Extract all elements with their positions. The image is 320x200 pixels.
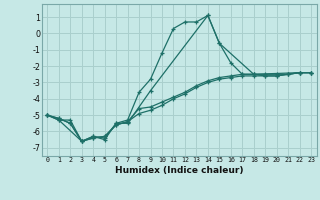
X-axis label: Humidex (Indice chaleur): Humidex (Indice chaleur) (115, 166, 244, 175)
